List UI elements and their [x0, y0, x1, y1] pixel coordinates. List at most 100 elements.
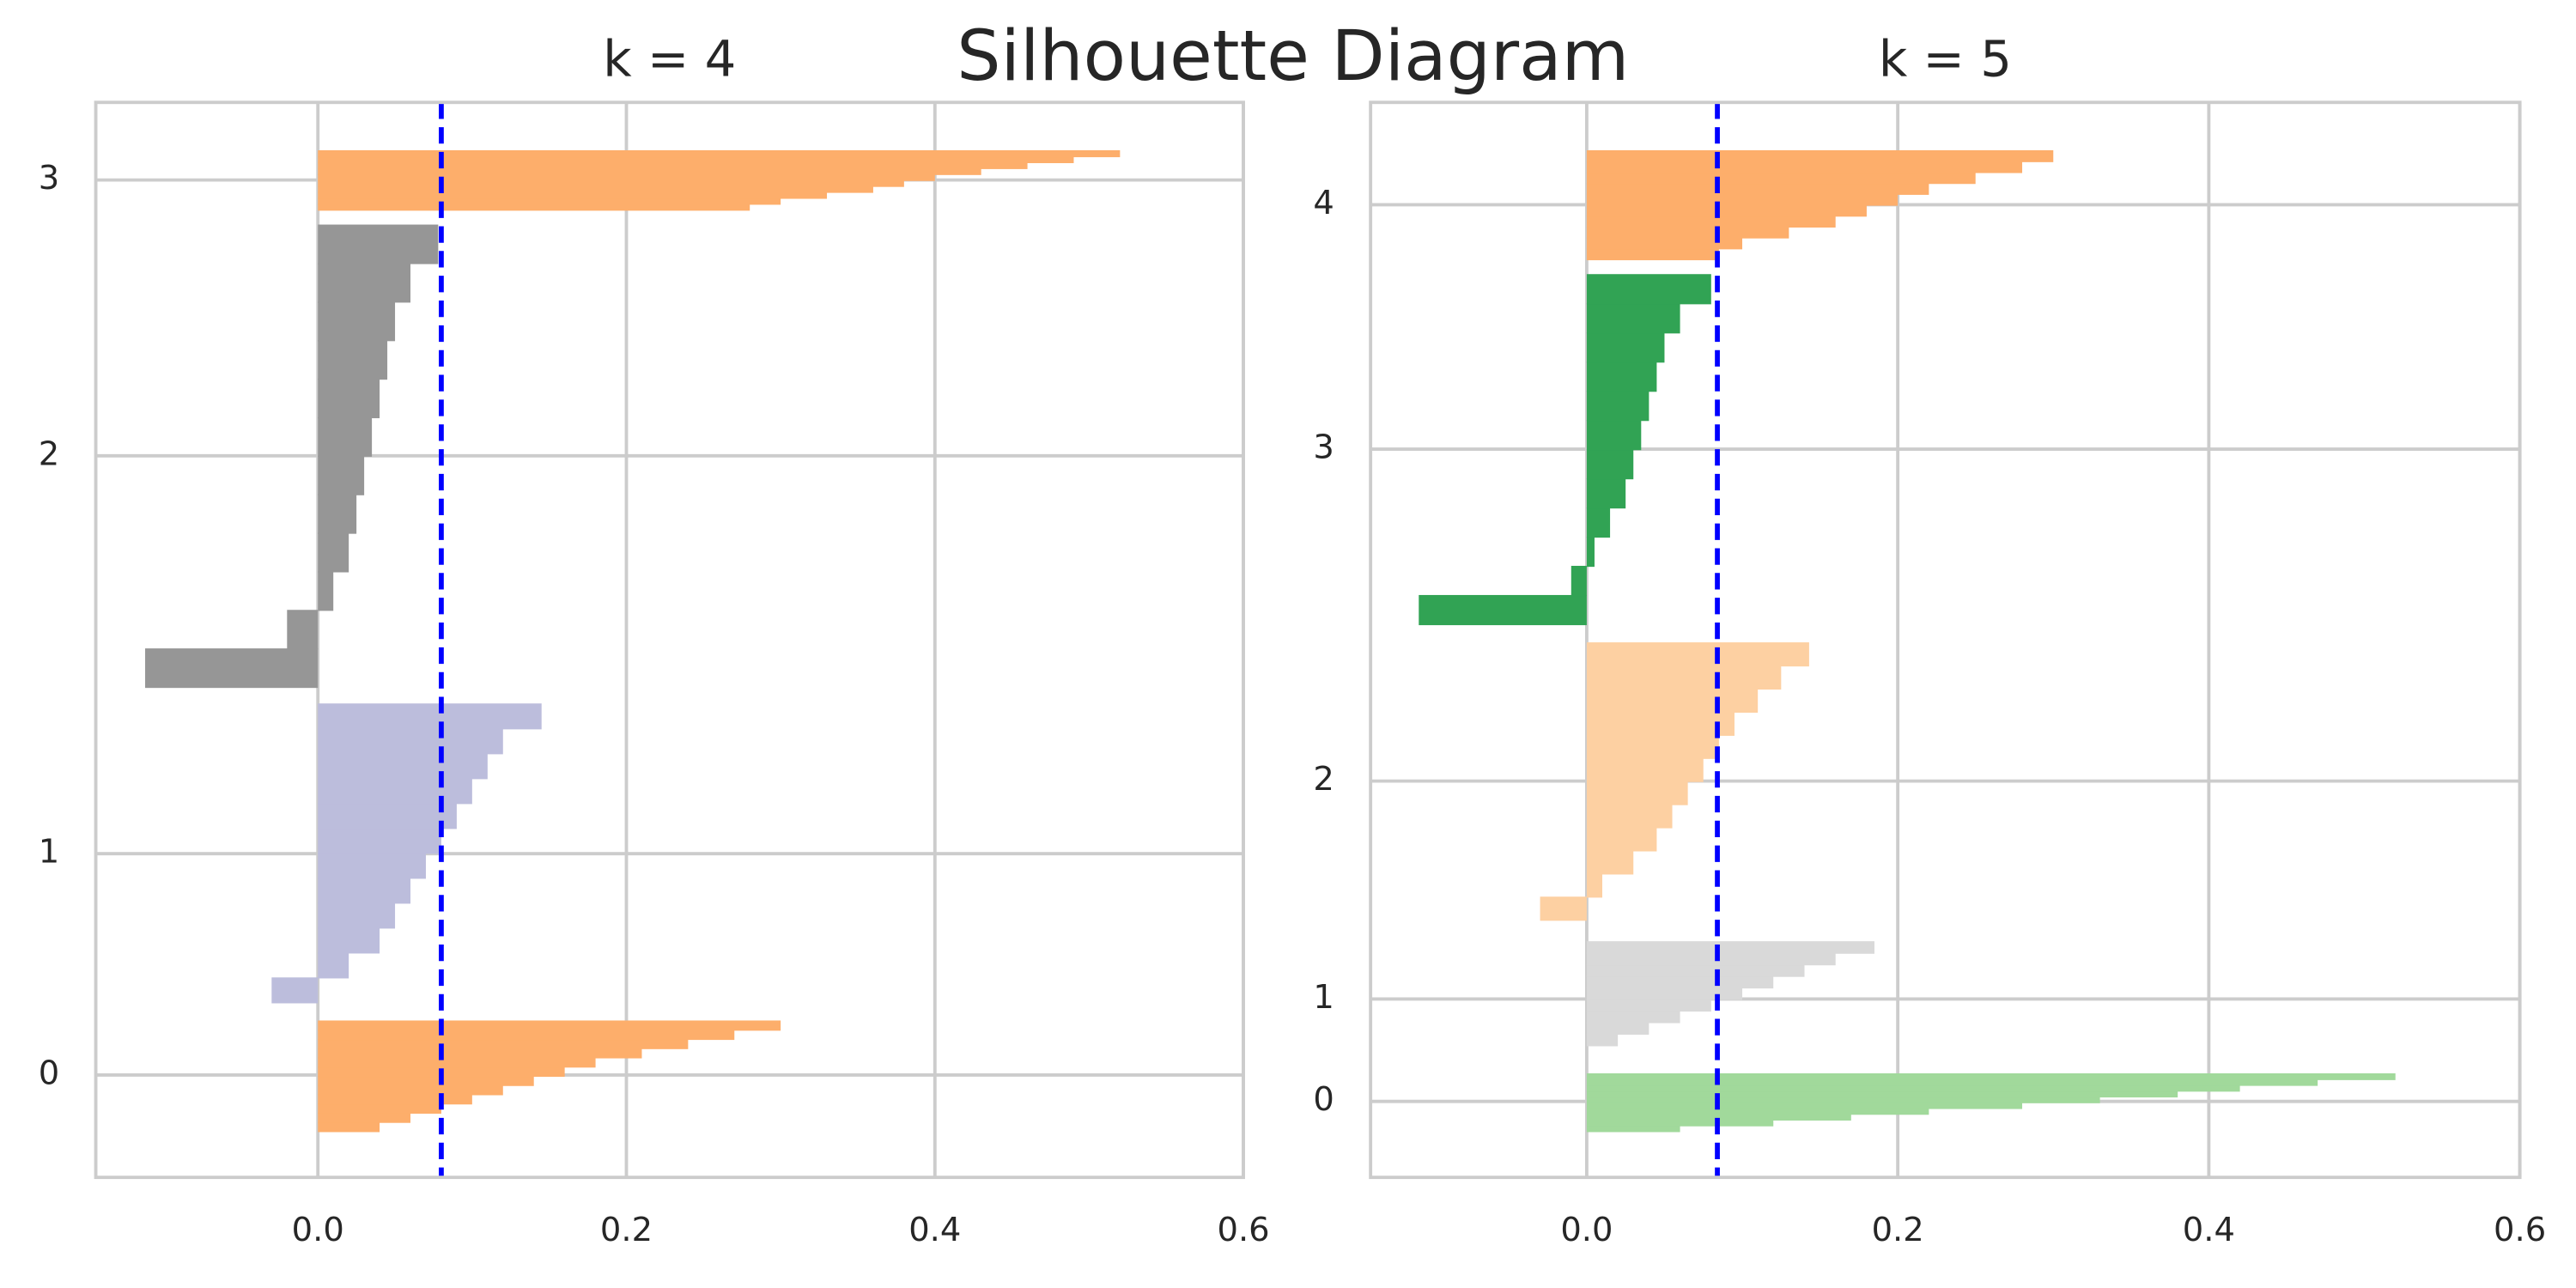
silhouette-band — [287, 610, 319, 650]
silhouette-band — [1586, 226, 1789, 239]
silhouette-band — [1586, 216, 1836, 228]
y-tick-label: 3 — [39, 159, 59, 197]
y-tick-label: 0 — [1313, 1080, 1334, 1119]
plot-frame — [94, 100, 1245, 1180]
silhouette-band — [1586, 781, 1688, 805]
silhouette-band — [318, 191, 828, 199]
silhouette-band — [318, 204, 750, 211]
silhouette-band — [1586, 1073, 2396, 1080]
silhouette-band — [1586, 1010, 1680, 1024]
silhouette-band — [1586, 952, 1836, 966]
silhouette-cluster — [1586, 150, 2054, 261]
silhouette-band — [1586, 1091, 2178, 1098]
silhouette-band — [318, 1057, 596, 1068]
silhouette-band — [1586, 478, 1626, 509]
silhouette-band — [318, 1048, 642, 1059]
silhouette-band — [318, 902, 396, 929]
silhouette-band — [1586, 274, 1711, 305]
subplot-title: k = 5 — [1879, 30, 2012, 88]
silhouette-band — [1586, 1084, 2240, 1092]
x-tick-label: 0.6 — [1217, 1211, 1269, 1249]
silhouette-band — [1586, 1078, 2318, 1086]
silhouette-band — [1586, 688, 1759, 713]
silhouette-cluster — [271, 703, 542, 1004]
silhouette-band — [318, 927, 380, 954]
silhouette-band — [1586, 1108, 1929, 1115]
silhouette-band — [1586, 449, 1634, 480]
silhouette-band — [1586, 507, 1611, 538]
y-tick-label: 2 — [39, 434, 59, 473]
silhouette-band — [318, 179, 904, 187]
silhouette-band — [318, 494, 357, 534]
silhouette-band — [1586, 1102, 2023, 1109]
silhouette-band — [1586, 665, 1782, 690]
x-tick-label: 0.0 — [1560, 1211, 1613, 1249]
silhouette-band — [318, 167, 981, 175]
silhouette-band — [1586, 150, 2054, 162]
silhouette-band — [1586, 420, 1642, 451]
silhouette-band — [318, 1121, 380, 1133]
silhouette-band — [1586, 642, 1809, 667]
silhouette-band — [1586, 734, 1719, 759]
silhouette-band — [1586, 827, 1657, 852]
silhouette-band — [318, 1030, 735, 1041]
y-tick-label: 1 — [39, 833, 59, 872]
silhouette-band — [318, 532, 349, 573]
silhouette-band — [318, 301, 396, 342]
silhouette-band — [271, 977, 319, 1004]
silhouette-band — [1586, 804, 1673, 829]
silhouette-band — [318, 455, 365, 495]
figure-title: Silhouette Diagram — [957, 16, 1629, 97]
silhouette-band — [318, 1103, 441, 1114]
silhouette-band — [318, 571, 334, 611]
silhouette-cluster — [1586, 1073, 2396, 1133]
silhouette-band — [318, 803, 457, 829]
silhouette-band — [318, 263, 411, 303]
silhouette-band — [1586, 850, 1634, 875]
x-tick-label: 0.4 — [2183, 1211, 2235, 1249]
silhouette-band — [318, 197, 781, 205]
silhouette-band — [318, 1084, 503, 1096]
silhouette-band — [1419, 594, 1587, 626]
silhouette-band — [1586, 1033, 1619, 1047]
silhouette-band — [318, 161, 1028, 169]
x-tick-label: 0.2 — [1872, 1211, 1924, 1249]
silhouette-band — [1586, 987, 1743, 1000]
silhouette-band — [318, 703, 542, 730]
y-tick-label: 3 — [1313, 428, 1334, 467]
silhouette-cluster — [145, 224, 439, 689]
silhouette-band — [318, 853, 426, 879]
silhouette-cluster — [1586, 941, 1874, 1047]
silhouette-band — [318, 155, 1074, 163]
x-tick-label: 0.0 — [292, 1211, 344, 1249]
silhouette-band — [318, 173, 935, 181]
silhouette-band — [1586, 1096, 2100, 1103]
silhouette-band — [1586, 204, 1867, 217]
silhouette-band — [318, 224, 439, 264]
silhouette-cluster — [1540, 642, 1809, 921]
silhouette-band — [1586, 172, 1976, 185]
silhouette-band — [1586, 361, 1657, 392]
silhouette-band — [1586, 1119, 1774, 1127]
y-tick-label: 4 — [1313, 184, 1334, 222]
silhouette-band — [1586, 1125, 1680, 1133]
silhouette-band — [318, 1094, 472, 1105]
silhouette-band — [1540, 896, 1587, 921]
silhouette-band — [318, 340, 388, 380]
silhouette-cluster — [1419, 274, 1711, 626]
silhouette-band — [1586, 873, 1603, 898]
silhouette-band — [318, 416, 373, 457]
y-tick-label: 1 — [1313, 978, 1334, 1017]
silhouette-band — [1586, 964, 1805, 977]
silhouette-band — [318, 185, 873, 193]
silhouette-band — [1586, 248, 1719, 261]
silhouette-cluster — [318, 150, 1121, 211]
subplot: k = 4 0.0 0.2 0.4 0.6 0 1 2 3 — [39, 30, 1270, 1249]
silhouette-band — [318, 1112, 411, 1123]
silhouette-band — [1586, 332, 1665, 363]
x-tick-label: 0.4 — [908, 1211, 961, 1249]
silhouette-band — [145, 648, 319, 689]
silhouette-band — [1586, 941, 1874, 954]
